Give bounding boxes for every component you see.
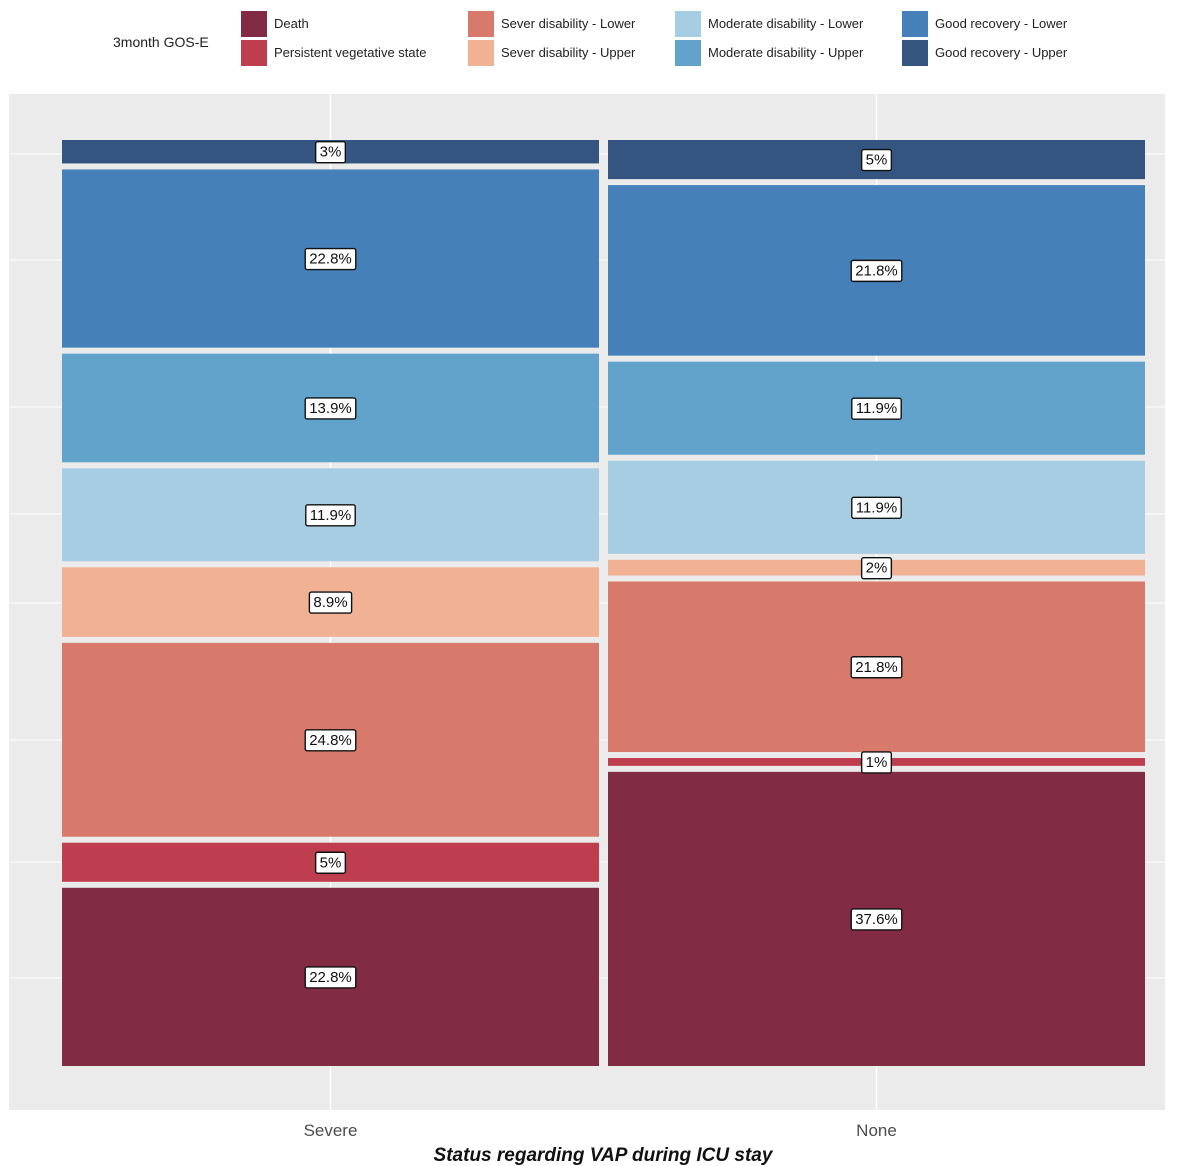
data-label-box [860, 556, 893, 580]
data-label: 2% [866, 560, 888, 577]
data-label-box [860, 148, 893, 172]
legend-swatch [902, 40, 928, 66]
data-label-box [851, 496, 902, 519]
data-label-box [314, 141, 347, 164]
data-label-box [851, 397, 902, 420]
data-label: 37.6% [855, 911, 898, 928]
data-label: 11.9% [856, 499, 897, 516]
legend-label: Persistent vegetative state [274, 45, 427, 60]
legend-swatch [468, 11, 494, 37]
data-label-box [304, 729, 357, 752]
data-label: 21.8% [855, 262, 898, 279]
data-label-box [850, 656, 903, 679]
data-label-box [305, 504, 356, 527]
data-label: 11.9% [856, 400, 897, 417]
data-label: 8.9% [313, 594, 347, 611]
data-label: 24.8% [309, 732, 352, 749]
legend-swatch [902, 11, 928, 37]
x-axis-title: Status regarding VAP during ICU stay [434, 1145, 774, 1166]
legend-title: 3month GOS-E [113, 34, 209, 50]
data-label-box [304, 397, 357, 420]
data-label: 21.8% [855, 659, 898, 676]
legend-label: Good recovery - Lower [935, 16, 1068, 31]
legend-label: Sever disability - Upper [501, 45, 636, 60]
legend-swatch [468, 40, 494, 66]
x-tick-label: None [856, 1121, 897, 1140]
legend-label: Good recovery - Upper [935, 45, 1068, 60]
data-label: 1% [866, 754, 888, 771]
data-label-box [304, 247, 357, 271]
legend-label: Sever disability - Lower [501, 16, 636, 31]
legend: 3month GOS-E Death Persistent vegetative … [0, 0, 1192, 80]
data-label-box [304, 966, 357, 989]
legend-swatch [241, 40, 267, 66]
data-label-box [850, 908, 903, 931]
legend-label: Moderate disability - Upper [708, 45, 864, 60]
legend-swatch [675, 11, 701, 37]
data-label: 5% [320, 854, 342, 871]
data-label: 22.8% [309, 251, 352, 268]
data-label-box [314, 851, 347, 874]
data-label: 3% [320, 144, 342, 161]
data-label-box [860, 751, 893, 774]
data-label: 22.8% [309, 969, 352, 986]
data-label: 13.9% [309, 400, 352, 417]
legend-swatch [241, 11, 267, 37]
data-label: 5% [866, 152, 888, 169]
data-label-box [308, 591, 353, 614]
x-tick-label: Severe [304, 1121, 358, 1140]
legend-swatch [675, 40, 701, 66]
data-label: 11.9% [310, 507, 351, 524]
legend-label: Moderate disability - Lower [708, 16, 864, 31]
data-label-box [850, 259, 903, 283]
legend-label: Death [274, 16, 309, 31]
